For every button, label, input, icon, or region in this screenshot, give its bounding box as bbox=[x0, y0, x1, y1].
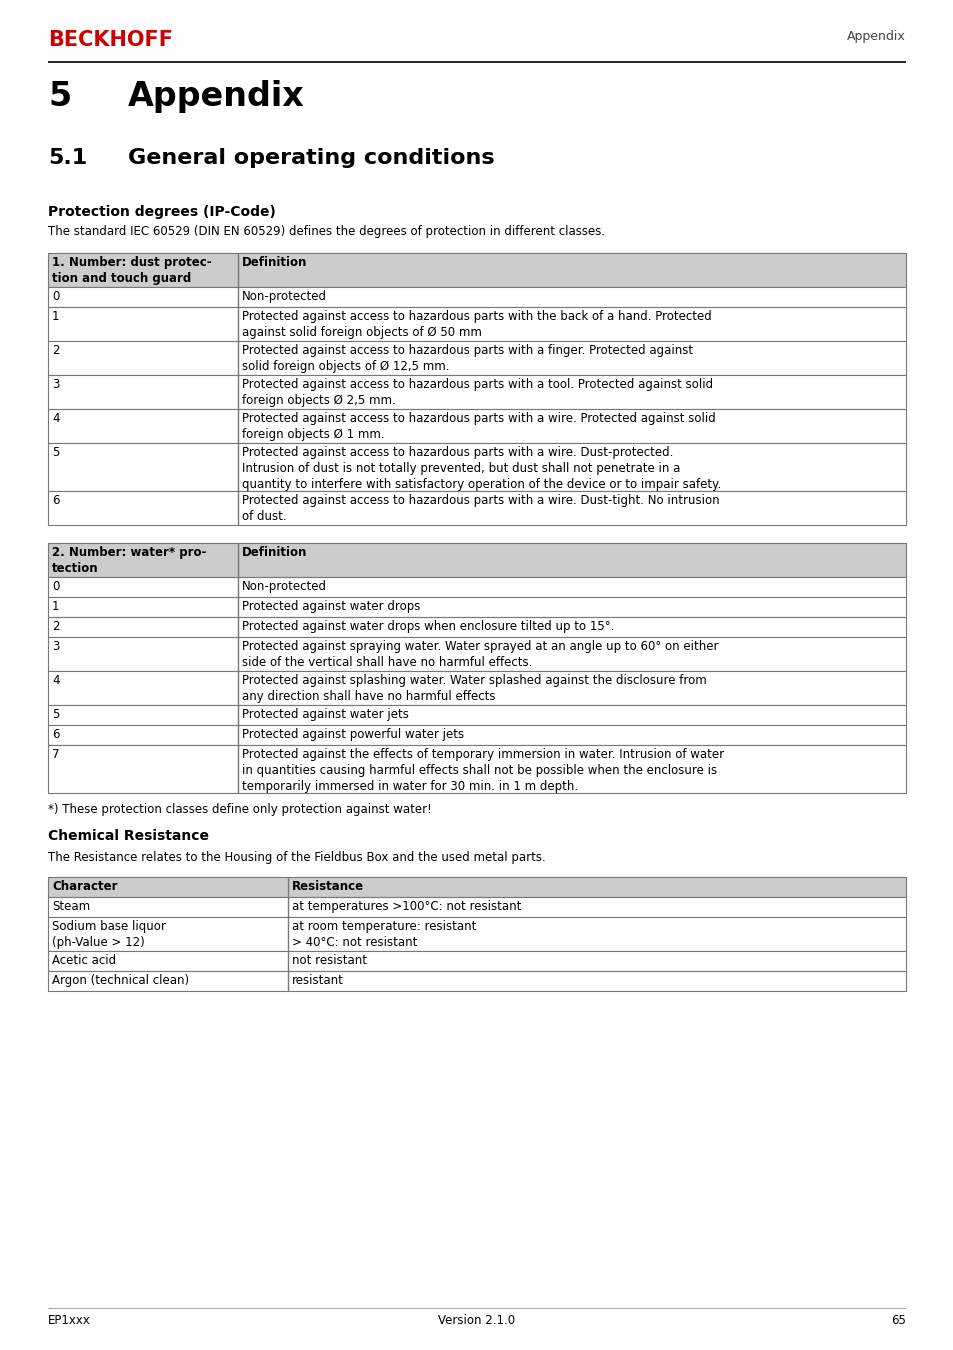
Bar bbox=[48, 375, 905, 409]
Bar bbox=[48, 288, 905, 306]
Text: Steam: Steam bbox=[52, 900, 90, 913]
Text: 3: 3 bbox=[52, 640, 59, 653]
Text: Appendix: Appendix bbox=[846, 30, 905, 43]
Text: 6: 6 bbox=[52, 728, 59, 741]
Text: The Resistance relates to the Housing of the Fieldbus Box and the used metal par: The Resistance relates to the Housing of… bbox=[48, 850, 545, 864]
Bar bbox=[48, 576, 905, 597]
Text: Resistance: Resistance bbox=[292, 880, 364, 892]
Bar bbox=[48, 597, 905, 617]
Text: Appendix: Appendix bbox=[128, 80, 304, 113]
Text: 1. Number: dust protec-
tion and touch guard: 1. Number: dust protec- tion and touch g… bbox=[52, 256, 212, 285]
Bar bbox=[48, 409, 905, 443]
Text: Protected against water drops when enclosure tilted up to 15°.: Protected against water drops when enclo… bbox=[242, 620, 614, 633]
Text: not resistant: not resistant bbox=[292, 954, 367, 967]
Text: Definition: Definition bbox=[242, 256, 307, 269]
Text: Protected against access to hazardous parts with a wire. Dust-tight. No intrusio: Protected against access to hazardous pa… bbox=[242, 494, 719, 522]
Bar bbox=[48, 543, 905, 576]
Text: 6: 6 bbox=[52, 494, 59, 508]
Text: Protected against access to hazardous parts with a wire. Protected against solid: Protected against access to hazardous pa… bbox=[242, 412, 715, 441]
Text: Protected against access to hazardous parts with a finger. Protected against
sol: Protected against access to hazardous pa… bbox=[242, 344, 693, 373]
Text: 5: 5 bbox=[52, 446, 59, 459]
Text: Non-protected: Non-protected bbox=[242, 290, 327, 302]
Text: Protected against water jets: Protected against water jets bbox=[242, 707, 409, 721]
Text: Argon (technical clean): Argon (technical clean) bbox=[52, 973, 189, 987]
Text: Acetic acid: Acetic acid bbox=[52, 954, 116, 967]
Text: 65: 65 bbox=[890, 1314, 905, 1327]
Text: General operating conditions: General operating conditions bbox=[128, 148, 494, 167]
Text: Version 2.1.0: Version 2.1.0 bbox=[438, 1314, 515, 1327]
Text: Protected against powerful water jets: Protected against powerful water jets bbox=[242, 728, 464, 741]
Text: 0: 0 bbox=[52, 290, 59, 302]
Bar bbox=[48, 896, 905, 917]
Bar bbox=[48, 971, 905, 991]
Text: Protected against the effects of temporary immersion in water. Intrusion of wate: Protected against the effects of tempora… bbox=[242, 748, 723, 792]
Text: 4: 4 bbox=[52, 412, 59, 425]
Bar bbox=[48, 878, 905, 896]
Text: 2. Number: water* pro-
tection: 2. Number: water* pro- tection bbox=[52, 545, 206, 575]
Text: Non-protected: Non-protected bbox=[242, 580, 327, 593]
Text: 2: 2 bbox=[52, 620, 59, 633]
Text: 1: 1 bbox=[52, 310, 59, 323]
Text: Protected against water drops: Protected against water drops bbox=[242, 599, 420, 613]
Bar bbox=[48, 917, 905, 950]
Text: The standard IEC 60529 (DIN EN 60529) defines the degrees of protection in diffe: The standard IEC 60529 (DIN EN 60529) de… bbox=[48, 225, 604, 238]
Text: 1: 1 bbox=[52, 599, 59, 613]
Bar bbox=[48, 637, 905, 671]
Bar bbox=[48, 725, 905, 745]
Text: BECKHOFF: BECKHOFF bbox=[48, 30, 172, 50]
Bar bbox=[48, 745, 905, 792]
Text: Chemical Resistance: Chemical Resistance bbox=[48, 829, 209, 842]
Bar bbox=[48, 252, 905, 288]
Text: Protected against access to hazardous parts with the back of a hand. Protected
a: Protected against access to hazardous pa… bbox=[242, 310, 711, 339]
Bar bbox=[48, 443, 905, 491]
Text: Sodium base liquor
(ph-Value > 12): Sodium base liquor (ph-Value > 12) bbox=[52, 919, 166, 949]
Text: Protected against access to hazardous parts with a tool. Protected against solid: Protected against access to hazardous pa… bbox=[242, 378, 713, 406]
Text: 7: 7 bbox=[52, 748, 59, 761]
Text: 3: 3 bbox=[52, 378, 59, 392]
Bar bbox=[48, 342, 905, 375]
Text: at room temperature: resistant
> 40°C: not resistant: at room temperature: resistant > 40°C: n… bbox=[292, 919, 476, 949]
Text: at temperatures >100°C: not resistant: at temperatures >100°C: not resistant bbox=[292, 900, 521, 913]
Text: 5: 5 bbox=[48, 80, 71, 113]
Text: Protected against access to hazardous parts with a wire. Dust-protected.
Intrusi: Protected against access to hazardous pa… bbox=[242, 446, 720, 491]
Text: *) These protection classes define only protection against water!: *) These protection classes define only … bbox=[48, 803, 432, 815]
Text: 4: 4 bbox=[52, 674, 59, 687]
Text: EP1xxx: EP1xxx bbox=[48, 1314, 91, 1327]
Bar bbox=[48, 671, 905, 705]
Text: Protected against splashing water. Water splashed against the disclosure from
an: Protected against splashing water. Water… bbox=[242, 674, 706, 703]
Text: 5: 5 bbox=[52, 707, 59, 721]
Bar bbox=[48, 491, 905, 525]
Bar bbox=[48, 950, 905, 971]
Bar bbox=[48, 306, 905, 342]
Text: Protection degrees (IP-Code): Protection degrees (IP-Code) bbox=[48, 205, 275, 219]
Text: Character: Character bbox=[52, 880, 117, 892]
Text: 0: 0 bbox=[52, 580, 59, 593]
Text: 5.1: 5.1 bbox=[48, 148, 87, 167]
Text: Protected against spraying water. Water sprayed at an angle up to 60° on either
: Protected against spraying water. Water … bbox=[242, 640, 718, 670]
Text: resistant: resistant bbox=[292, 973, 343, 987]
Text: Definition: Definition bbox=[242, 545, 307, 559]
Bar bbox=[48, 617, 905, 637]
Bar bbox=[48, 705, 905, 725]
Text: 2: 2 bbox=[52, 344, 59, 356]
